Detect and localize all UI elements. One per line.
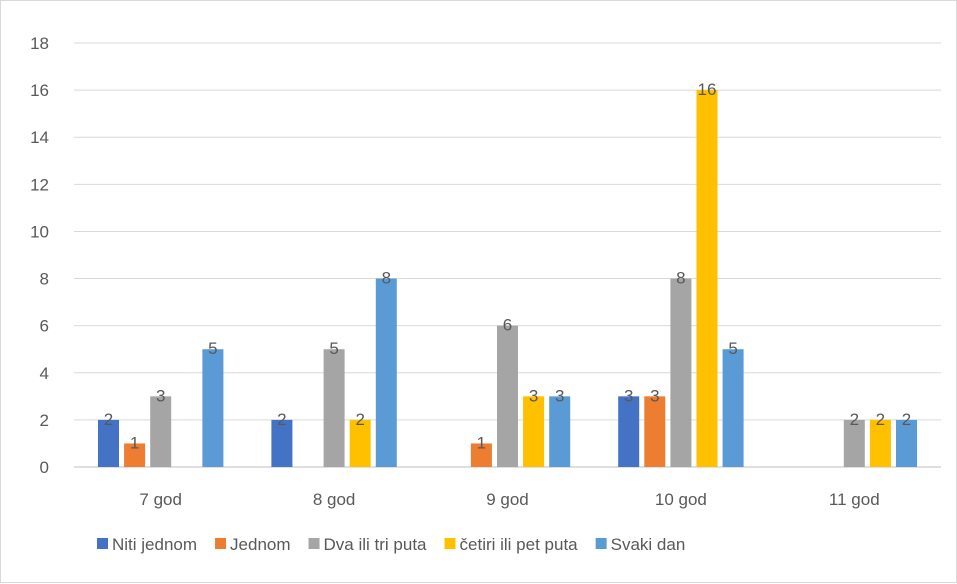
data-label: 2 [902, 410, 911, 429]
bar [98, 419, 119, 467]
data-label: 6 [503, 316, 512, 335]
data-label: 5 [208, 339, 217, 358]
x-tick-label: 9 god [486, 490, 529, 509]
bar [670, 278, 692, 467]
y-tick-label: 8 [40, 270, 49, 289]
bar [375, 278, 397, 467]
bar [696, 90, 718, 467]
y-tick-label: 14 [30, 128, 49, 147]
y-tick-label: 4 [40, 364, 49, 383]
data-label: 3 [555, 386, 564, 405]
data-label: 5 [329, 339, 338, 358]
legend-label: Jednom [230, 535, 290, 554]
bar [124, 443, 146, 467]
data-label: 2 [876, 410, 885, 429]
legend-label: Niti jednom [112, 535, 197, 554]
data-label: 3 [650, 386, 659, 405]
data-label: 1 [130, 433, 139, 452]
legend-swatch [215, 538, 227, 549]
bar [896, 419, 917, 467]
legend-swatch [595, 538, 607, 549]
bar [722, 349, 744, 467]
bar [150, 396, 172, 467]
y-tick-label: 10 [30, 222, 49, 241]
data-label: 2 [355, 410, 364, 429]
data-label: 2 [277, 410, 286, 429]
x-axis-ticks: 7 god 8 god 9 god 10 god 11 god [139, 490, 879, 509]
bar [349, 419, 371, 467]
bar [323, 349, 345, 467]
bar [202, 349, 224, 467]
data-label: 16 [698, 80, 717, 99]
data-label: 5 [728, 339, 737, 358]
bar [549, 396, 571, 467]
y-tick-label: 2 [40, 411, 49, 430]
x-tick-label: 10 god [655, 490, 707, 509]
legend-label: četiri ili pet puta [460, 535, 579, 554]
y-tick-label: 6 [40, 317, 49, 336]
legend: Niti jednom Jednom Dva ili tri puta četiri … [97, 535, 685, 554]
y-tick-label: 16 [30, 81, 49, 100]
legend-swatch [97, 538, 108, 549]
y-tick-label: 12 [30, 175, 49, 194]
legend-label: Svaki dan [611, 535, 686, 554]
bar [271, 419, 293, 467]
legend-label: Dva ili tri puta [324, 535, 428, 554]
data-label: 3 [529, 386, 538, 405]
data-label: 8 [676, 269, 685, 288]
legend-swatch [444, 538, 456, 549]
y-tick-label: 0 [40, 458, 49, 477]
data-label: 2 [104, 410, 113, 429]
y-axis-ticks: 0 2 4 6 8 10 12 14 16 18 [30, 34, 49, 477]
bar [470, 443, 492, 467]
bar [644, 396, 666, 467]
bar [497, 325, 518, 467]
x-tick-label: 8 god [313, 490, 356, 509]
data-label: 1 [477, 433, 486, 452]
bar [843, 419, 865, 467]
legend-swatch [308, 538, 320, 549]
y-tick-label: 18 [30, 34, 49, 53]
data-label: 8 [382, 269, 391, 288]
bar [618, 396, 640, 467]
data-label: 2 [850, 410, 859, 429]
x-tick-label: 7 god [139, 490, 182, 509]
data-label: 3 [624, 386, 633, 405]
bar [869, 419, 891, 467]
data-label: 3 [156, 386, 165, 405]
x-tick-label: 11 god [829, 490, 880, 509]
bar [523, 396, 545, 467]
